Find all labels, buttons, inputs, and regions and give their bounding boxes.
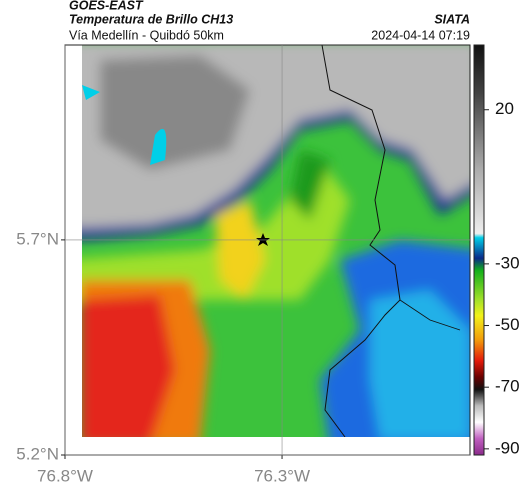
- region: Vía Medellín - Quibdó 50km: [69, 28, 224, 42]
- product: Temperatura de Brillo CH13: [69, 12, 233, 26]
- x-tick-label: 76.3°W: [254, 466, 310, 485]
- x-tick-label: 76.8°W: [37, 466, 93, 485]
- colorbar: [473, 44, 485, 456]
- colorbar-label: -50: [495, 315, 520, 334]
- timestamp: 2024-04-14 07:19: [371, 28, 470, 42]
- satellite: GOES-EAST: [69, 0, 144, 12]
- source: SIATA: [434, 12, 470, 26]
- colorbar-label: -70: [495, 377, 520, 396]
- colorbar-label: -30: [495, 253, 520, 272]
- colorbar-label: 20: [495, 99, 514, 118]
- brightness-field: [82, 45, 470, 437]
- y-tick-label: 5.7°N: [16, 229, 59, 248]
- y-tick-label: 5.2°N: [16, 444, 59, 463]
- colorbar-label: -90: [495, 438, 520, 457]
